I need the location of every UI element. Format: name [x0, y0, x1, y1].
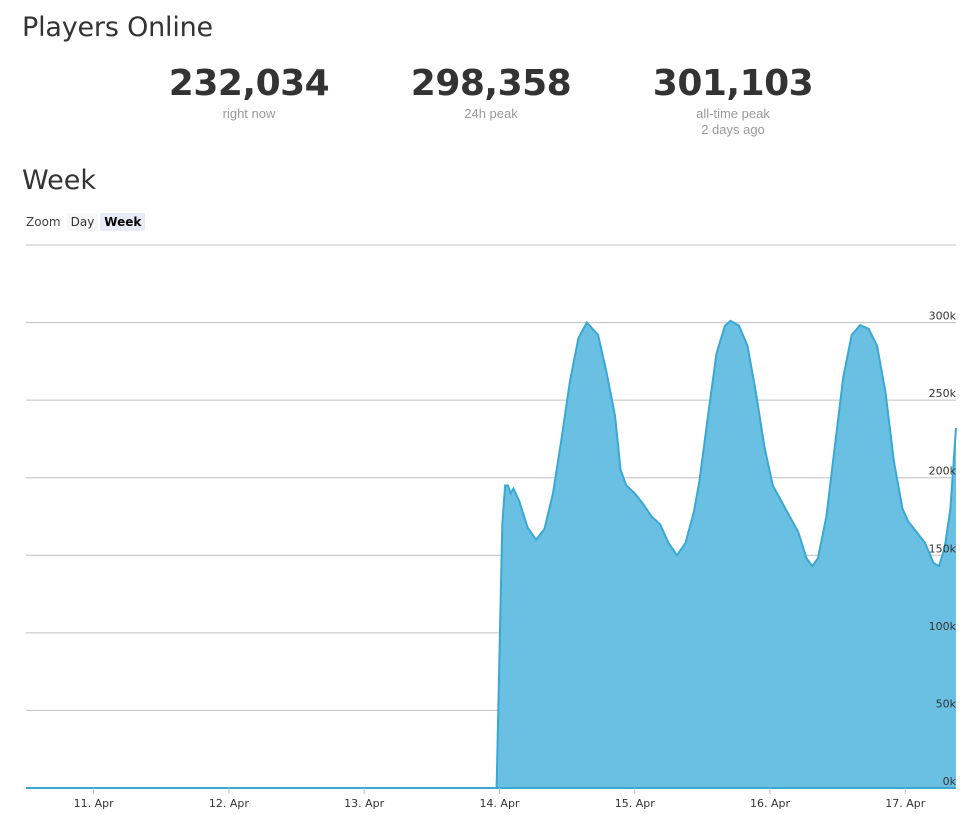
y-tick-label: 300k	[929, 310, 957, 323]
stat-label: right now	[222, 106, 276, 121]
stat-current-players: 232,034 right now	[129, 62, 369, 122]
y-tick-label: 200k	[929, 465, 957, 478]
series-line	[26, 319, 957, 789]
x-tick-label: 15. Apr	[615, 797, 655, 810]
zoom-week-button[interactable]: Week	[100, 213, 146, 231]
y-tick-label: 250k	[929, 387, 957, 400]
x-tick-label: 12. Apr	[209, 797, 249, 810]
zoom-label: Zoom	[26, 215, 61, 229]
stat-all-time-peak: 301,103 all-time peak 2 days ago	[613, 62, 853, 138]
x-tick-label: 14. Apr	[479, 797, 519, 810]
chart-area-layer	[26, 319, 957, 789]
stat-label: all-time peak	[696, 106, 770, 121]
y-tick-label: 50k	[936, 697, 957, 710]
stat-label: 24h peak	[464, 106, 518, 121]
stat-value: 301,103	[652, 63, 814, 104]
series-area	[26, 320, 956, 788]
stat-value: 232,034	[168, 63, 330, 104]
chart-y-axis: 0k 50k 100k 150k 200k 250k 300k	[929, 310, 957, 788]
stat-sublabel: 2 days ago	[701, 122, 765, 137]
section-title: Week	[22, 165, 96, 196]
y-tick-label: 100k	[929, 620, 957, 633]
zoom-day-button[interactable]: Day	[66, 213, 99, 231]
chart-grid	[26, 244, 956, 711]
x-tick-label: 16. Apr	[750, 797, 790, 810]
stat-24h-peak: 298,358 24h peak	[371, 62, 611, 122]
y-tick-label: 0k	[943, 775, 957, 788]
chart-x-axis: 11. Apr 12. Apr 13. Apr 14. Apr 15. Apr 16. A…	[74, 788, 926, 810]
stat-value: 298,358	[410, 63, 572, 104]
page-title: Players Online	[22, 12, 213, 43]
y-tick-label: 150k	[929, 542, 957, 555]
x-tick-label: 17. Apr	[885, 797, 925, 810]
zoom-selector: Zoom Day Week	[26, 212, 146, 232]
x-tick-label: 11. Apr	[74, 797, 114, 810]
x-tick-label: 13. Apr	[344, 797, 384, 810]
